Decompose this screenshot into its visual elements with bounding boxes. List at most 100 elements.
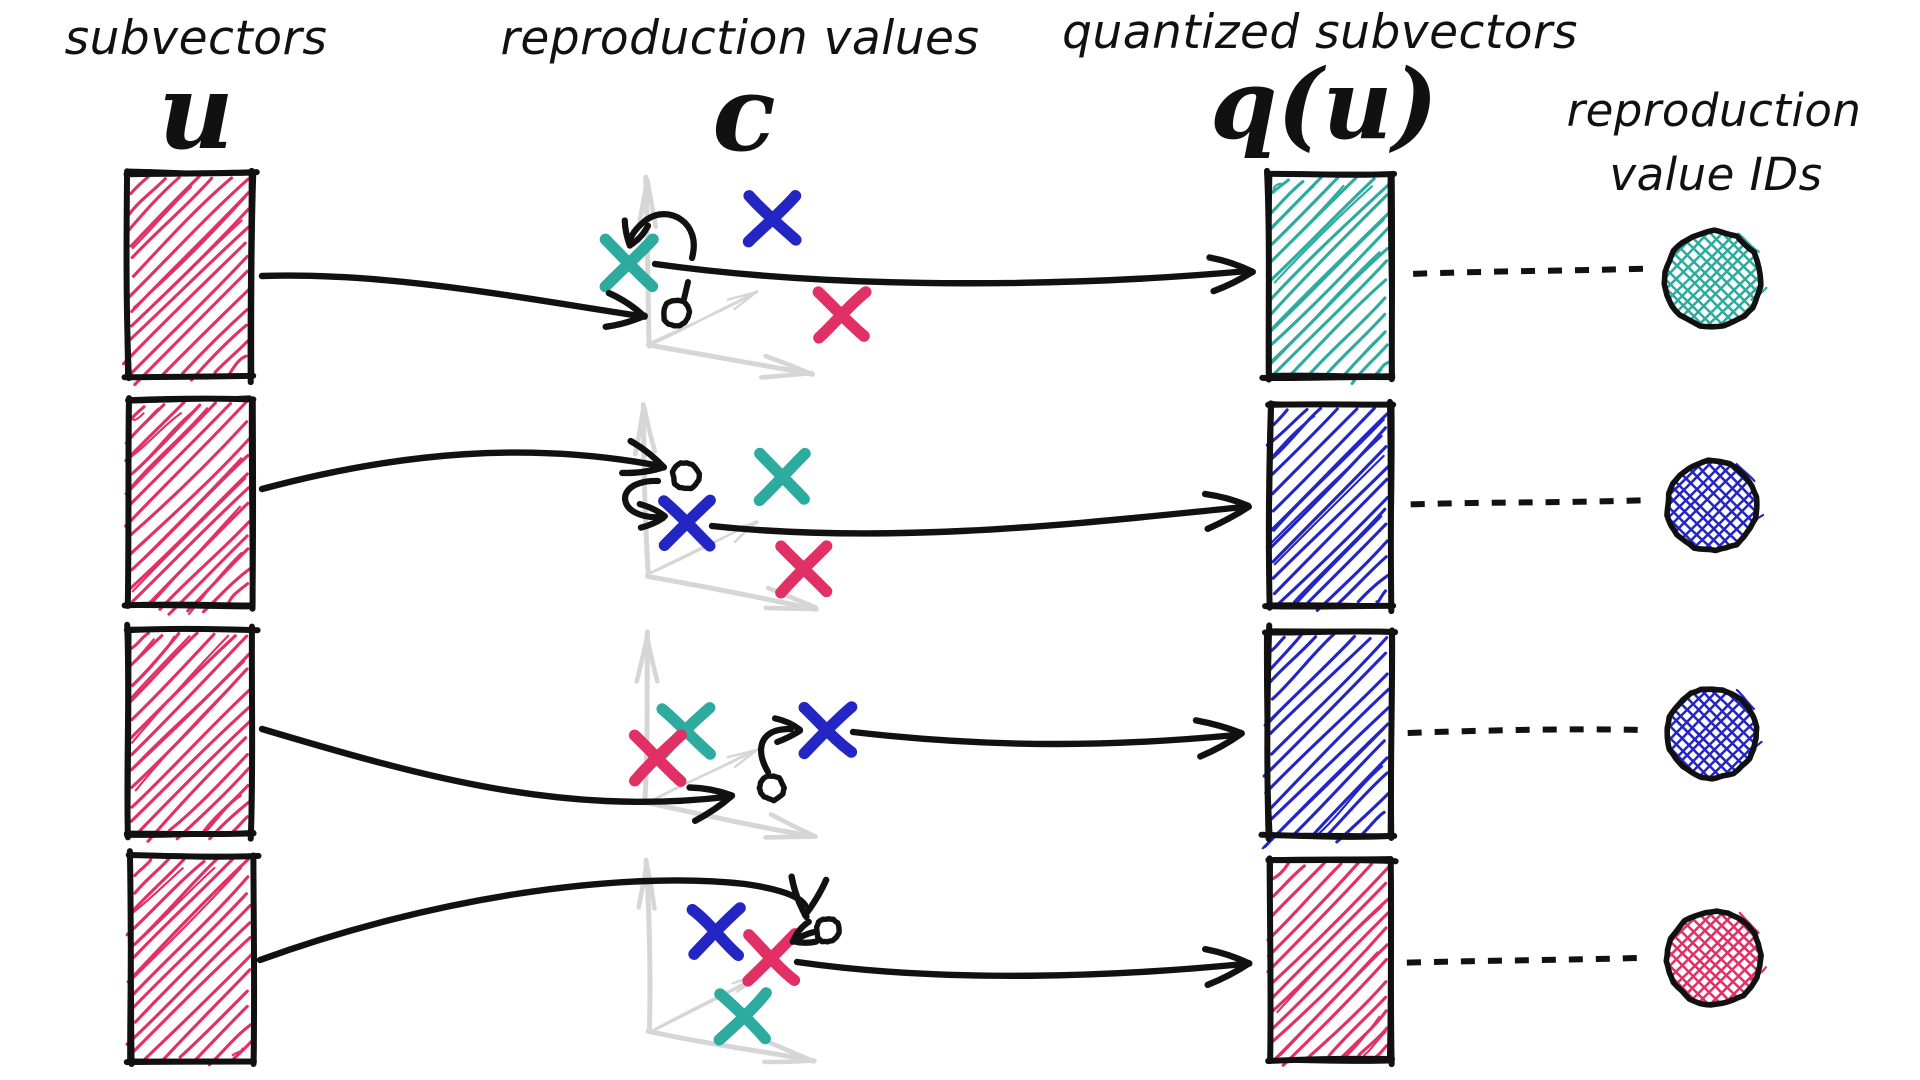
codebook-axes-3-x [642, 799, 817, 839]
quantized-rect-1-hatch [1265, 176, 1391, 386]
id-circle-2-hatch-line [1668, 462, 1737, 550]
quantized-rect-2-hatch-line [1271, 406, 1323, 460]
quantized-rect-2-hatch-line [1315, 539, 1389, 612]
subvector-rect-4-hatch-line [132, 867, 184, 913]
subvector-rect-1-hatch-line [130, 176, 214, 260]
quantized-rect-2-hatch-line [1271, 445, 1388, 564]
id-circle-4-hatch-line [1668, 912, 1669, 1004]
subvector-rect-1-hatch-line [227, 354, 248, 376]
subvector-rect-2-hatch-line [128, 472, 249, 591]
subvector-rect-2-hatch-line [132, 412, 145, 422]
subvector-rect-4-hatch-line [133, 903, 252, 1024]
id-circle-2-hatch [1576, 462, 1756, 552]
assign-arrow-1-shaft [258, 272, 644, 320]
subvector-rect-1-hatch-line [128, 225, 251, 341]
quantize-arrow-4-head [1204, 960, 1253, 989]
subvector-point-3 [756, 773, 787, 804]
quantized-rect-1-hatch-line [1269, 183, 1391, 301]
id-circle-1-hatch-line [1666, 232, 1714, 326]
id-circle-1-hatch-line [1717, 232, 1760, 326]
subvector-rect-3-hatch-line [130, 634, 230, 744]
id-circle-4-hatch-line [1721, 912, 1760, 1004]
subvector-rect-3-hatch-line [130, 688, 252, 809]
id-circle-4 [1663, 908, 1767, 1008]
quantized-rect-2-hatch-line [1356, 573, 1390, 604]
id-circle-3-hatch-line [1668, 689, 1711, 777]
subvector-rect-3-hatch-line [129, 634, 249, 757]
subvector-rect-4-hatch [125, 856, 254, 1067]
id-link-1 [1412, 265, 1648, 277]
subvector-rect-2-hatch-line [129, 410, 195, 477]
subvector-rect-2-hatch-line [129, 405, 146, 422]
subvector-rect-2-hatch-line [128, 402, 233, 507]
subvector-rect-4-border-edge [250, 853, 257, 1063]
reproduction-value-crimson-x-4-chosen [742, 928, 801, 987]
subvector-rect-1-hatch-line [122, 241, 247, 366]
id-circle-2-hatch-line [1668, 462, 1716, 550]
id-circle-2-hatch-line [1746, 462, 1756, 550]
quantized-rect-4-hatch-line [1267, 865, 1390, 988]
quantize-arrow-1-head [1210, 268, 1256, 295]
codebook-axes-2-x [644, 573, 819, 612]
quantized-rect-4-border-edge [1265, 856, 1392, 862]
label-subvectors: subvectors [65, 11, 328, 66]
id-circle-1-hatch [1568, 230, 1760, 326]
quantized-rect-4-hatch-line [1271, 926, 1388, 1044]
id-circle-2-hatch-line [1576, 462, 1666, 552]
codebook-axes-2 [632, 402, 819, 612]
quantized-rect-4-hatch-line [1279, 951, 1379, 1056]
codebook-axes-1-z-head [733, 289, 759, 311]
id-circle-1-hatch-line [1718, 232, 1760, 326]
subvector-rect-1-hatch-line [131, 176, 234, 278]
quantized-rect-3-hatch-line [1262, 651, 1388, 778]
labels-layer: subvectors u reproduction values c quant… [65, 5, 1861, 201]
id-circle-4-hatch-line [1668, 912, 1716, 1004]
quantized-rect-4-hatch-line [1266, 862, 1373, 974]
subvector-rect-2 [121, 395, 257, 616]
quantized-rect-3-border-edge [1263, 629, 1273, 840]
quantize-arrow-2-shaft [708, 503, 1248, 537]
select-arrow-3-head [771, 715, 803, 733]
subvector-rect-1-hatch [122, 174, 251, 387]
id-circle-1-hatch-line [1750, 232, 1760, 326]
subvector-rect-1-hatch-line [130, 254, 249, 375]
id-circle-3-hatch-line [1668, 689, 1669, 777]
quantized-rect-2-hatch-line [1336, 555, 1388, 606]
quantized-rect-3-hatch-line [1314, 765, 1384, 838]
id-circle-1-hatch-line [1684, 232, 1760, 326]
quantized-rect-3-hatch-line [1269, 636, 1389, 756]
quantize-arrow-4-shaft [793, 958, 1248, 980]
subvector-rect-1-hatch-line [133, 269, 249, 387]
select-arrow-1-shaft [626, 211, 697, 262]
subvector-rect-4-hatch-line [132, 856, 235, 959]
quantized-rect-2-hatch-line [1294, 515, 1383, 606]
quantized-rect-2-border-edge [1267, 400, 1394, 407]
subvector-rect-1-hatch-line [181, 308, 249, 375]
id-circle-1-hatch-line [1568, 230, 1664, 326]
quantized-rect-4-border-edge [1267, 858, 1274, 1062]
quantize-arrow-3-head [1197, 730, 1245, 760]
codebook-axes-1-x-head [759, 370, 814, 380]
quantized-rect-3-hatch-line [1361, 816, 1381, 835]
id-circle-1-tick [1737, 232, 1760, 253]
id-circle-2-hatch-line [1705, 462, 1756, 550]
quantized-rect-4-hatch-line [1374, 1044, 1389, 1059]
quantize-arrow-3-shaft [849, 728, 1240, 748]
quantized-rect-4-border-edge [1386, 858, 1393, 1062]
subvector-rect-4-hatch-line [126, 857, 250, 984]
codebook-axes-3-z [648, 752, 749, 803]
subvector-rect-2-border-edge [125, 398, 131, 607]
id-circle-4-hatch-line [1668, 912, 1727, 1004]
subvector-rect-2-border-edge [128, 603, 255, 610]
select-arrow-1-head [621, 217, 633, 249]
subvector-rect-4-hatch-line [125, 921, 252, 1046]
id-circle-3-tick [1735, 688, 1756, 711]
id-circle-3 [1664, 686, 1763, 782]
quantized-rect-2-hatch-line [1270, 407, 1359, 496]
subvector-rect-4-hatch-line [194, 1004, 249, 1061]
subvector-rect-3-hatch [125, 631, 253, 843]
codebook-axes-3 [634, 629, 818, 840]
subvector-point-4 [813, 916, 842, 945]
quantized-rect-1-hatch-line [1270, 218, 1385, 333]
quantized-rect-2-border-edge [1266, 401, 1275, 607]
